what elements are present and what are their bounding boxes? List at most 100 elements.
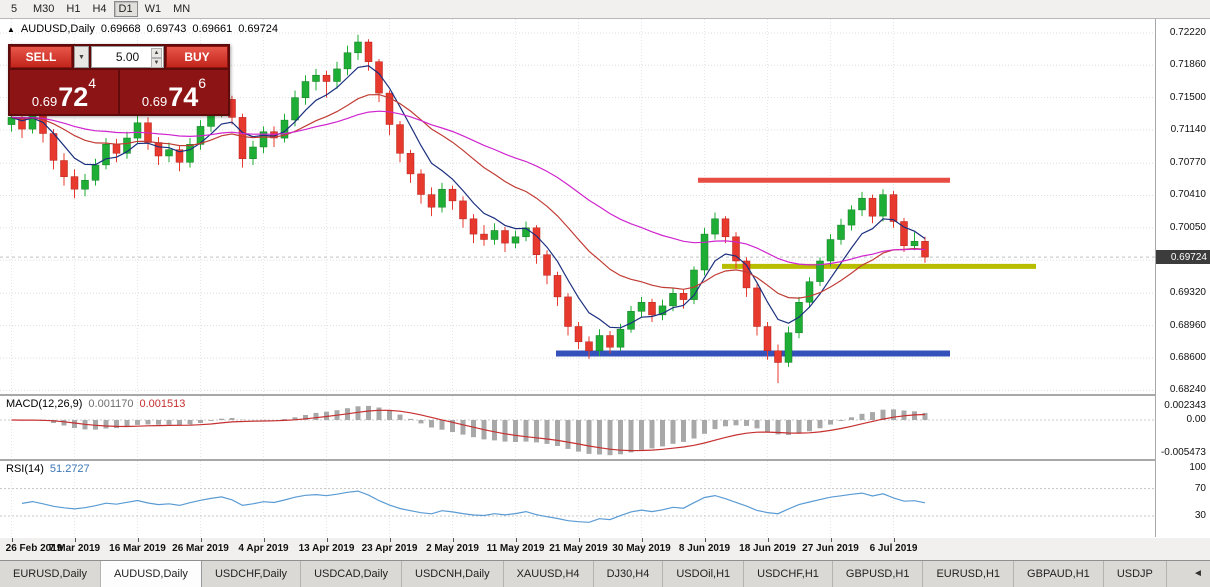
- timeframe-button-m30[interactable]: M30: [33, 3, 55, 15]
- macd-scale-label: 0.002343: [1164, 399, 1206, 411]
- ohlc-high: 0.69743: [146, 23, 187, 35]
- ohlc-open: 0.69668: [100, 23, 141, 35]
- date-tick: [389, 538, 391, 542]
- price-scale-label: 0.68600: [1169, 351, 1206, 363]
- date-label: 7 Mar 2019: [48, 543, 101, 554]
- chart-tab-eurusd-h1[interactable]: EURUSD,H1: [923, 561, 1015, 587]
- volume-value: 5.00: [115, 50, 140, 64]
- date-label: 26 Feb 2019: [5, 543, 63, 554]
- price-scale-label: 0.68960: [1169, 319, 1206, 331]
- chart-ohlc-header: ▲ AUDUSD,Daily 0.69668 0.69743 0.69661 0…: [7, 23, 278, 35]
- chart-tab-xauusd-h4[interactable]: XAUUSD,H4: [503, 561, 594, 587]
- stepper-down-icon[interactable]: ▼: [151, 58, 162, 68]
- price-scale-label: 0.70410: [1169, 189, 1206, 201]
- chart-tab-audusd-daily[interactable]: AUDUSD,Daily: [100, 561, 202, 587]
- date-label: 8 Jun 2019: [678, 543, 731, 554]
- chart-tab-dj30-h4[interactable]: DJ30,H4: [593, 561, 664, 587]
- macd-label: MACD(12,26,9) 0.001170 0.001513: [6, 398, 185, 410]
- sell-price-figure: 0.69: [31, 93, 58, 109]
- chart-tab-usdjp[interactable]: USDJP: [1103, 561, 1167, 587]
- trade-panel-toggle-icon[interactable]: ▲: [7, 24, 15, 34]
- rsi-scale-label: 70: [1194, 482, 1206, 494]
- chart-tab-gbpaud-h1[interactable]: GBPAUD,H1: [1014, 561, 1104, 587]
- chart-tab-usdchf-h1[interactable]: USDCHF,H1: [744, 561, 833, 587]
- current-price-badge: 0.69724: [1156, 250, 1210, 265]
- macd-scale-label: 0.00: [1186, 414, 1206, 425]
- date-label: 26 Mar 2019: [172, 543, 229, 554]
- macd-chart-canvas[interactable]: [0, 396, 1155, 459]
- date-tick: [704, 538, 706, 542]
- volume-input[interactable]: 5.00 ▲ ▼: [91, 46, 164, 68]
- sell-button[interactable]: SELL: [10, 46, 72, 68]
- panel-separator[interactable]: [0, 459, 1210, 461]
- date-tick: [326, 538, 328, 542]
- date-tick: [263, 538, 265, 542]
- date-tick: [137, 538, 139, 542]
- date-label: 13 Apr 2019: [298, 543, 355, 554]
- timeframe-button-h1[interactable]: H1: [66, 3, 81, 15]
- ohlc-low: 0.69661: [192, 23, 233, 35]
- timeframe-button-5[interactable]: 5: [10, 3, 18, 15]
- timeframe-button-d1[interactable]: D1: [113, 1, 138, 17]
- date-axis[interactable]: 26 Feb 2019 7 Mar 2019 16 Mar 2019 26 Mar 2…: [0, 538, 1210, 560]
- chart-tabbar: EURUSD,Daily AUDUSD,Daily USDCHF,Daily USDC…: [0, 560, 1210, 587]
- rsi-value: 51.2727: [49, 463, 90, 475]
- timeframe-button-mn[interactable]: MN: [173, 3, 191, 15]
- date-tick: [452, 538, 454, 542]
- date-tick: [74, 538, 76, 542]
- date-tick: [830, 538, 832, 542]
- sell-price-display[interactable]: 0.69 72 4: [10, 70, 118, 114]
- date-label: 18 Jun 2019: [739, 543, 796, 554]
- timeframe-toolbar: 5 M30 H1 H4 D1 W1 MN: [0, 0, 1210, 19]
- buy-button[interactable]: BUY: [166, 46, 228, 68]
- macd-main-value: 0.001170: [88, 398, 134, 410]
- date-tick: [893, 538, 895, 542]
- chart-tab-usdcnh-daily[interactable]: USDCNH,Daily: [402, 561, 504, 587]
- buy-price-pips: 74: [168, 82, 199, 113]
- rsi-chart-canvas[interactable]: [0, 461, 1155, 537]
- buy-price-display[interactable]: 0.69 74 6: [120, 70, 228, 114]
- chart-tab-gbpusd-h1[interactable]: GBPUSD,H1: [832, 561, 924, 587]
- timeframe-button-w1[interactable]: W1: [144, 3, 162, 15]
- macd-signal-value: 0.001513: [139, 398, 186, 410]
- chart-tab-usdoil-h1[interactable]: USDOil,H1: [663, 561, 745, 587]
- panel-separator[interactable]: [0, 394, 1210, 396]
- stepper-up-icon[interactable]: ▲: [151, 48, 162, 58]
- volume-dropdown-icon[interactable]: ▼: [74, 46, 89, 68]
- tab-scroll-left-button[interactable]: ◄: [1193, 568, 1203, 579]
- ohlc-close: 0.69724: [238, 23, 278, 35]
- price-scale[interactable]: 0.69724 0.72220 0.71860 0.71500 0.71140 0.70…: [1155, 19, 1210, 537]
- sell-price-point: 4: [88, 75, 97, 91]
- macd-name: MACD(12,26,9): [6, 398, 83, 410]
- date-tick: [767, 538, 769, 542]
- rsi-scale-label: 30: [1194, 510, 1206, 522]
- date-label: 16 Mar 2019: [109, 543, 166, 554]
- chart-tab-usdchf-daily[interactable]: USDCHF,Daily: [201, 561, 302, 587]
- timeframe-button-h4[interactable]: H4: [92, 3, 107, 15]
- chart-tab-usdcad-daily[interactable]: USDCAD,Daily: [301, 561, 403, 587]
- price-scale-label: 0.71500: [1169, 91, 1206, 103]
- chart-tab-eurusd-daily[interactable]: EURUSD,Daily: [0, 561, 101, 587]
- one-click-trade-panel: SELL ▼ 5.00 ▲ ▼ BUY 0.69 72 4 0.69 74 6: [8, 44, 230, 116]
- price-scale-label: 0.71860: [1169, 59, 1206, 71]
- date-tick: [515, 538, 517, 542]
- date-label: 27 Jun 2019: [802, 543, 859, 554]
- date-label: 4 Apr 2019: [238, 543, 289, 554]
- price-scale-label: 0.71140: [1170, 123, 1206, 135]
- date-label: 30 May 2019: [612, 543, 671, 554]
- price-scale-label: 0.70050: [1169, 221, 1206, 233]
- price-scale-label: 0.68240: [1169, 384, 1206, 396]
- date-label: 6 Jul 2019: [869, 543, 918, 554]
- date-tick: [641, 538, 643, 542]
- date-label: 23 Apr 2019: [361, 543, 418, 554]
- rsi-label: RSI(14) 51.2727: [6, 463, 90, 475]
- sell-price-pips: 72: [58, 82, 89, 113]
- price-scale-label: 0.69320: [1169, 287, 1206, 299]
- buy-price-figure: 0.69: [141, 93, 168, 109]
- main-chart-canvas[interactable]: [0, 19, 1155, 394]
- date-label: 21 May 2019: [549, 543, 608, 554]
- volume-stepper[interactable]: ▲ ▼: [151, 48, 162, 68]
- date-label: 11 May 2019: [486, 543, 545, 554]
- buy-price-point: 6: [198, 75, 207, 91]
